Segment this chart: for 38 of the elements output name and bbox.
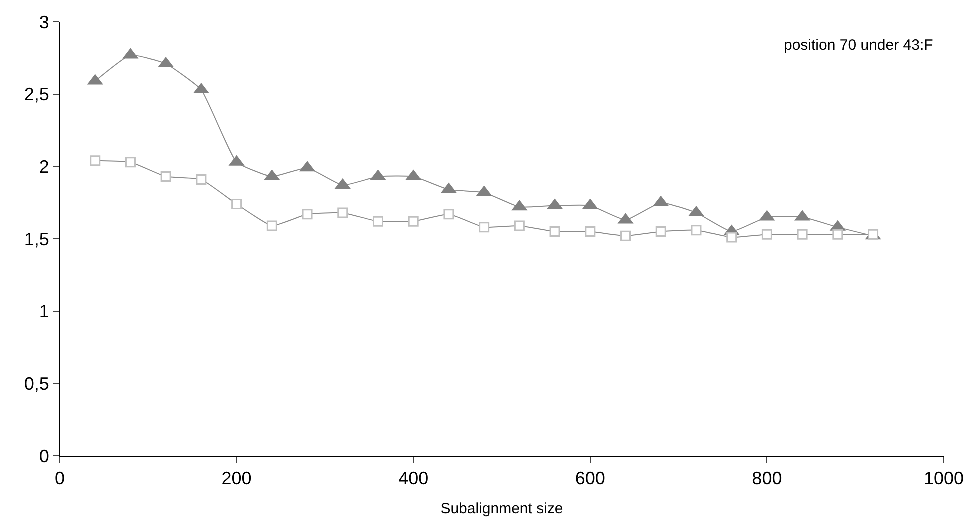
point [726,232,738,243]
point [90,156,101,166]
point [125,157,136,168]
y-tick-label: 1,5 [24,229,50,250]
x-tick-label: 600 [575,468,606,489]
point [338,208,348,218]
x-tick-label: 800 [752,468,782,489]
x-tick-label: 1000 [924,468,964,489]
point [550,226,560,238]
y-tick-label: 2,5 [24,84,50,105]
point [372,216,384,227]
y-tick-label: 2 [39,156,50,177]
point [691,225,702,236]
x-tick-label: 200 [222,468,252,489]
y-tick-label: 0,5 [24,374,50,394]
point [514,220,525,232]
y-tick-label: 0 [39,446,50,466]
point [408,216,419,227]
point [160,172,172,182]
point [797,229,808,240]
y-tick-label: 3 [39,12,50,32]
point [832,229,844,240]
point [868,229,879,240]
annotation: position 70 under 43:F [784,37,934,54]
point [444,209,454,220]
y-tick-label: 1 [39,302,50,322]
point [585,226,596,238]
point [620,230,632,242]
x-tick-label: 0 [54,468,66,489]
point [266,220,278,232]
x-axis-title: Subalignment size [440,500,564,518]
point [656,226,666,238]
x-tick-label: 400 [398,468,429,489]
point [762,229,772,240]
point [479,222,490,233]
point [232,199,242,210]
point [302,209,313,220]
point [196,174,207,185]
